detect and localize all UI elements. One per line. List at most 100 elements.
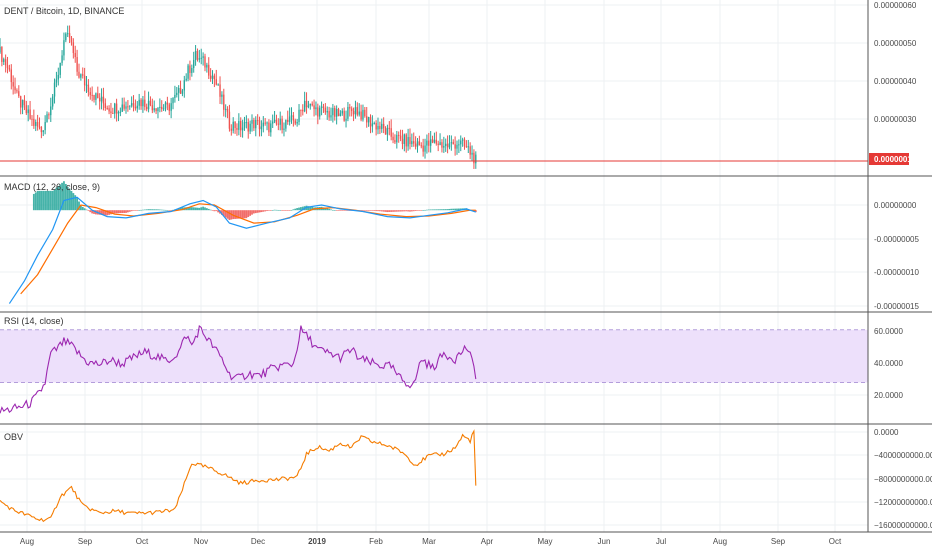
candle-body[interactable] <box>127 106 129 108</box>
candle-body[interactable] <box>14 86 16 91</box>
candle-body[interactable] <box>379 125 381 130</box>
candle-body[interactable] <box>373 123 375 125</box>
candle-body[interactable] <box>87 84 90 93</box>
candle-body[interactable] <box>162 108 165 110</box>
candle-body[interactable] <box>294 120 296 124</box>
candle-body[interactable] <box>247 122 249 132</box>
candle-body[interactable] <box>123 104 125 109</box>
candle-body[interactable] <box>364 109 366 117</box>
candle-body[interactable] <box>224 108 227 110</box>
candle-body[interactable] <box>452 142 454 145</box>
candle-body[interactable] <box>57 74 59 80</box>
candle-body[interactable] <box>144 99 146 107</box>
candle-body[interactable] <box>219 84 221 97</box>
candle-body[interactable] <box>275 119 278 124</box>
candle-body[interactable] <box>198 58 201 60</box>
candle-body[interactable] <box>328 111 330 118</box>
candle-body[interactable] <box>16 90 18 92</box>
candle-body[interactable] <box>341 110 343 114</box>
candle-body[interactable] <box>303 100 306 112</box>
candle-body[interactable] <box>290 115 293 117</box>
candle-body[interactable] <box>454 144 456 149</box>
candle-body[interactable] <box>273 119 276 122</box>
candle-body[interactable] <box>356 107 359 115</box>
candle-body[interactable] <box>435 139 438 144</box>
candle-body[interactable] <box>132 103 135 107</box>
candle-body[interactable] <box>98 98 101 102</box>
candle-body[interactable] <box>59 62 61 75</box>
candle-body[interactable] <box>29 109 31 119</box>
candle-body[interactable] <box>375 123 377 130</box>
candle-body[interactable] <box>6 65 9 69</box>
candle-body[interactable] <box>194 51 197 60</box>
candle-body[interactable] <box>469 146 471 155</box>
candle-body[interactable] <box>399 135 402 139</box>
candle-body[interactable] <box>27 109 29 114</box>
candle-body[interactable] <box>258 120 261 130</box>
candle-body[interactable] <box>12 82 14 87</box>
candle-body[interactable] <box>208 64 210 76</box>
candle-body[interactable] <box>159 106 161 108</box>
candle-body[interactable] <box>61 55 63 63</box>
candle-body[interactable] <box>473 152 475 164</box>
candle-body[interactable] <box>240 121 242 131</box>
candle-body[interactable] <box>249 123 251 132</box>
candle-body[interactable] <box>53 82 56 97</box>
candle-body[interactable] <box>40 127 43 133</box>
candle-body[interactable] <box>305 100 308 108</box>
candle-body[interactable] <box>298 109 300 123</box>
candle-body[interactable] <box>50 106 52 116</box>
candle-body[interactable] <box>358 111 360 115</box>
candle-body[interactable] <box>332 108 334 116</box>
candle-body[interactable] <box>268 122 270 133</box>
candle-body[interactable] <box>155 108 157 112</box>
candle-body[interactable] <box>326 111 328 113</box>
candle-body[interactable] <box>377 125 379 130</box>
candle-body[interactable] <box>302 109 304 112</box>
candle-body[interactable] <box>411 141 413 145</box>
candle-body[interactable] <box>288 116 291 122</box>
candle-body[interactable] <box>354 107 357 115</box>
candle-body[interactable] <box>330 115 332 118</box>
candle-body[interactable] <box>431 139 434 143</box>
candle-body[interactable] <box>213 75 216 80</box>
candle-body[interactable] <box>18 91 20 97</box>
candle-body[interactable] <box>345 118 347 121</box>
candle-body[interactable] <box>104 103 107 108</box>
macd-signal-line[interactable] <box>20 203 476 295</box>
candle-body[interactable] <box>260 126 263 130</box>
candle-body[interactable] <box>317 107 319 117</box>
candle-body[interactable] <box>142 99 144 107</box>
candle-body[interactable] <box>401 138 404 144</box>
candle-body[interactable] <box>422 145 424 152</box>
candle-body[interactable] <box>450 142 453 144</box>
candle-body[interactable] <box>33 118 35 126</box>
candle-body[interactable] <box>102 96 105 104</box>
candle-body[interactable] <box>232 121 234 131</box>
candle-body[interactable] <box>467 146 469 148</box>
candle-body[interactable] <box>279 118 281 125</box>
candle-body[interactable] <box>296 122 298 124</box>
candle-body[interactable] <box>270 123 272 133</box>
candle-body[interactable] <box>418 141 421 146</box>
candle-body[interactable] <box>230 128 233 131</box>
candle-body[interactable] <box>187 65 189 79</box>
candle-body[interactable] <box>95 93 97 100</box>
candle-body[interactable] <box>129 105 131 107</box>
candle-body[interactable] <box>65 33 67 41</box>
candle-body[interactable] <box>174 94 176 98</box>
rsi-line[interactable] <box>0 325 477 414</box>
candle-body[interactable] <box>424 145 426 152</box>
candle-body[interactable] <box>121 104 123 112</box>
candle-body[interactable] <box>204 56 206 68</box>
candle-body[interactable] <box>226 108 229 112</box>
price-panel[interactable] <box>0 25 868 169</box>
candle-body[interactable] <box>67 33 69 35</box>
candle-body[interactable] <box>196 51 199 60</box>
candle-body[interactable] <box>172 97 174 104</box>
candle-body[interactable] <box>409 137 411 145</box>
macd-panel[interactable] <box>8 181 477 304</box>
candle-body[interactable] <box>281 118 283 130</box>
candle-body[interactable] <box>206 64 208 68</box>
candle-body[interactable] <box>397 134 400 136</box>
